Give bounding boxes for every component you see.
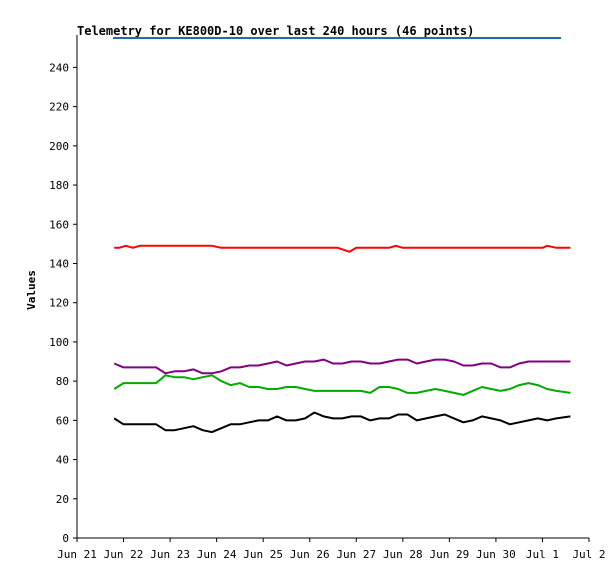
- x-tick-label: Jun 25: [243, 548, 283, 561]
- series-line-4: [113, 411, 571, 434]
- y-tick-label: 200: [49, 140, 69, 153]
- series-line-2: [113, 358, 571, 375]
- x-tick-label: Jun 23: [150, 548, 190, 561]
- x-tick-label: Jun 24: [197, 548, 237, 561]
- chart-title: Telemetry for KE800D-10 over last 240 ho…: [77, 24, 474, 38]
- y-tick-label: 120: [49, 297, 69, 310]
- y-tick-label: 100: [49, 336, 69, 349]
- y-tick-label: 20: [56, 493, 69, 506]
- x-tick-label: Jun 22: [104, 548, 144, 561]
- series-line-3: [113, 374, 571, 396]
- series-line-1: [114, 244, 571, 253]
- y-axis-ticks: 0 20 40 60 80 100 120 140 160 180 200 220 240: [49, 61, 77, 545]
- y-tick-label: 40: [56, 454, 69, 467]
- y-tick-label: 80: [56, 375, 69, 388]
- y-axis-label: Values: [25, 270, 38, 310]
- y-tick-label: 60: [56, 414, 69, 427]
- y-tick-label: 220: [49, 101, 69, 114]
- x-tick-label: Jun 21: [57, 548, 97, 561]
- series-lines: [113, 244, 571, 434]
- x-tick-label: Jul 2: [572, 548, 605, 561]
- x-tick-label: Jun 30: [476, 548, 516, 561]
- x-tick-label: Jun 28: [383, 548, 423, 561]
- x-tick-label: Jun 26: [290, 548, 330, 561]
- axes: [76, 35, 589, 539]
- y-tick-label: 140: [49, 257, 69, 270]
- x-tick-label: Jul 1: [526, 548, 559, 561]
- y-tick-label: 160: [49, 218, 69, 231]
- x-axis-ticks: Jun 21 Jun 22 Jun 23 Jun 24 Jun 25 Jun 26 Jun …: [57, 538, 606, 561]
- y-tick-label: 180: [49, 179, 69, 192]
- x-tick-label: Jun 29: [429, 548, 469, 561]
- y-tick-label: 240: [49, 61, 69, 74]
- x-tick-label: Jun 27: [336, 548, 376, 561]
- y-tick-label: 0: [62, 532, 69, 545]
